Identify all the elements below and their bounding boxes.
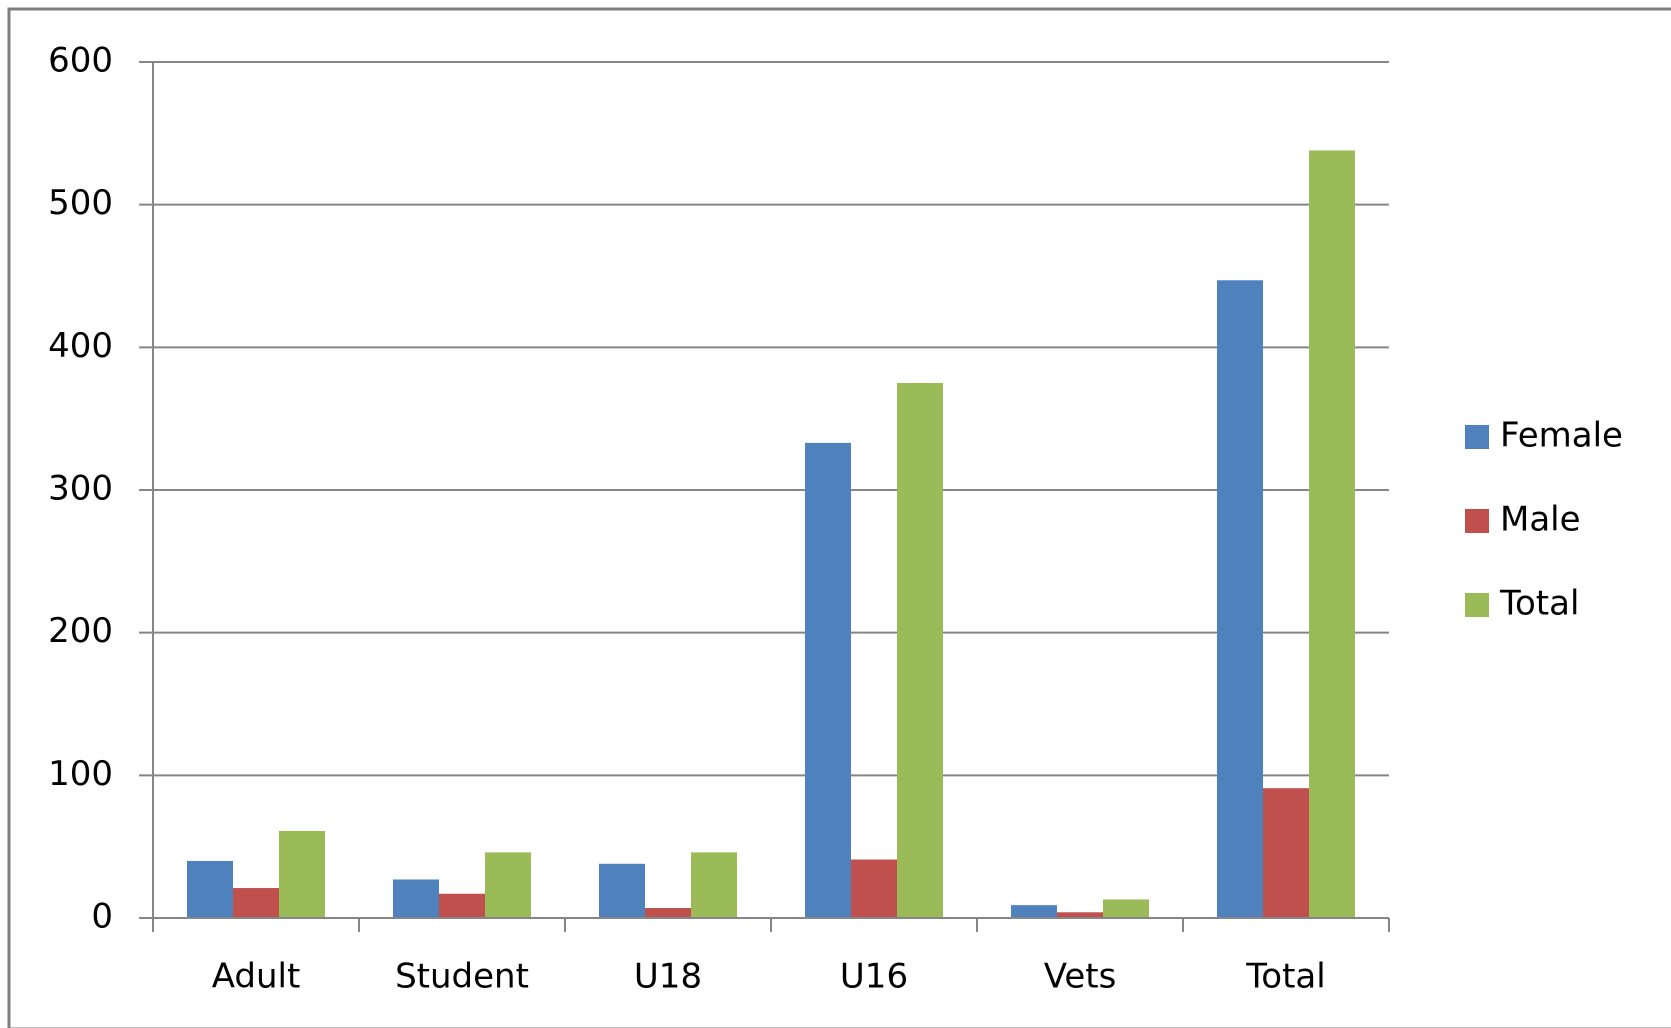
x-tick-label: Student: [395, 957, 529, 997]
y-tick-label: 400: [48, 326, 113, 366]
y-tick-label: 600: [48, 41, 113, 81]
legend-label: Female: [1500, 416, 1623, 456]
bar: [233, 888, 279, 918]
y-tick-label: 100: [48, 754, 113, 794]
bar: [1057, 912, 1103, 918]
bar: [439, 893, 485, 918]
legend-label: Total: [1499, 584, 1579, 624]
bar: [1263, 788, 1309, 918]
bar: [485, 852, 531, 918]
legend-swatch: [1465, 509, 1489, 533]
x-tick-label: Vets: [1044, 957, 1117, 997]
bar: [393, 879, 439, 918]
chart-frame: [7, 7, 1671, 1028]
legend-label: Male: [1500, 500, 1581, 540]
x-tick-label: U16: [840, 957, 908, 997]
bar: [897, 383, 943, 918]
bar: [599, 863, 645, 918]
x-tick-label: Total: [1245, 957, 1325, 997]
legend-swatch: [1465, 425, 1489, 449]
bar: [1103, 899, 1149, 918]
bar: [851, 859, 897, 918]
y-tick-label: 0: [91, 897, 113, 937]
y-tick-label: 300: [48, 469, 113, 509]
bar: [1217, 280, 1263, 918]
bar: [1011, 905, 1057, 918]
bar: [1309, 150, 1355, 918]
legend-swatch: [1465, 593, 1489, 617]
y-tick-label: 500: [48, 183, 113, 223]
x-tick-label: Adult: [212, 957, 301, 997]
bar: [645, 908, 691, 918]
bar: [805, 442, 851, 918]
bar: [279, 830, 325, 918]
x-tick-label: U18: [634, 957, 702, 997]
y-tick-label: 200: [48, 611, 113, 651]
bar: [187, 860, 233, 918]
bar: [691, 852, 737, 918]
